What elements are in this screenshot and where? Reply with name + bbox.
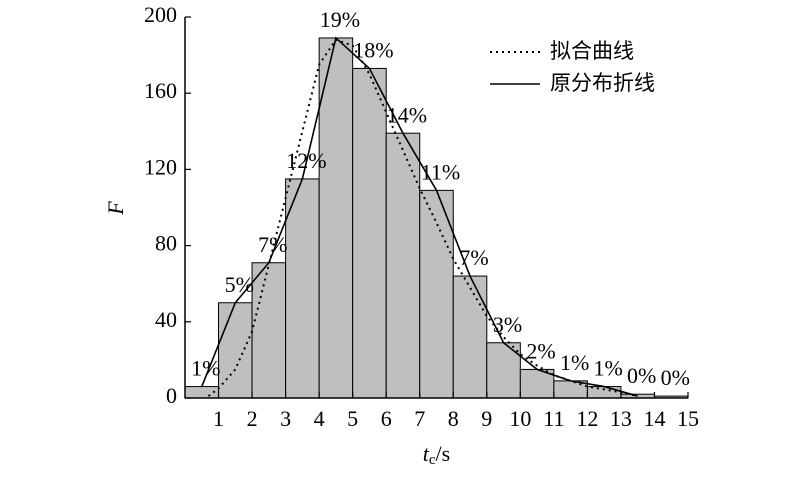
x-tick-label: 11 bbox=[543, 406, 564, 431]
x-tick-label: 9 bbox=[481, 406, 492, 431]
y-tick-label: 160 bbox=[144, 78, 177, 103]
x-tick-label: 1 bbox=[213, 406, 224, 431]
x-tick-label: 4 bbox=[314, 406, 325, 431]
x-tick-label: 3 bbox=[280, 406, 291, 431]
data-label: 0% bbox=[661, 365, 690, 390]
line-solid bbox=[201, 36, 638, 397]
data-label: 14% bbox=[387, 102, 427, 127]
y-tick-label: 80 bbox=[155, 231, 177, 256]
data-label: 1% bbox=[560, 350, 589, 375]
x-tick-label: 13 bbox=[610, 406, 632, 431]
y-tick-label: 200 bbox=[144, 2, 177, 27]
data-label: 19% bbox=[320, 7, 360, 32]
data-label: 1% bbox=[594, 356, 623, 381]
y-axis-label: F bbox=[103, 201, 128, 216]
data-label: 12% bbox=[286, 148, 326, 173]
data-label: 3% bbox=[493, 312, 522, 337]
x-label-subscript: c bbox=[429, 452, 436, 468]
legend-label: 拟合曲线 bbox=[550, 39, 634, 63]
bar bbox=[452, 275, 488, 399]
x-label-unit: /s bbox=[436, 441, 451, 466]
x-tick-label: 12 bbox=[576, 406, 598, 431]
x-axis-label: tc/s bbox=[423, 441, 450, 468]
x-tick-label: 5 bbox=[347, 406, 358, 431]
data-label: 5% bbox=[225, 272, 254, 297]
data-label: 7% bbox=[459, 245, 488, 270]
x-tick-label: 14 bbox=[643, 406, 665, 431]
x-tick-label: 7 bbox=[414, 406, 425, 431]
x-label-symbol: t bbox=[423, 441, 430, 466]
bar bbox=[385, 132, 421, 399]
y-tick-label: 120 bbox=[144, 154, 177, 179]
x-tick-label: 10 bbox=[509, 406, 531, 431]
bar bbox=[318, 37, 354, 399]
y-tick-label: 40 bbox=[155, 307, 177, 332]
x-tick-label: 15 bbox=[677, 406, 699, 431]
line-dotted bbox=[207, 38, 638, 398]
bar bbox=[486, 342, 521, 399]
bar bbox=[251, 262, 287, 399]
x-tick-label: 2 bbox=[247, 406, 258, 431]
bar bbox=[285, 178, 320, 399]
data-label: 1% bbox=[191, 356, 220, 381]
data-label: 7% bbox=[258, 232, 287, 257]
x-tick-label: 6 bbox=[381, 406, 392, 431]
x-tick-label: 8 bbox=[448, 406, 459, 431]
data-label: 11% bbox=[421, 159, 461, 184]
legend-label: 原分布折线 bbox=[550, 71, 655, 95]
data-label: 0% bbox=[627, 363, 656, 388]
y-tick-label: 0 bbox=[166, 383, 177, 408]
data-label: 18% bbox=[353, 37, 393, 62]
bar bbox=[352, 67, 387, 399]
data-label: 2% bbox=[526, 338, 555, 363]
